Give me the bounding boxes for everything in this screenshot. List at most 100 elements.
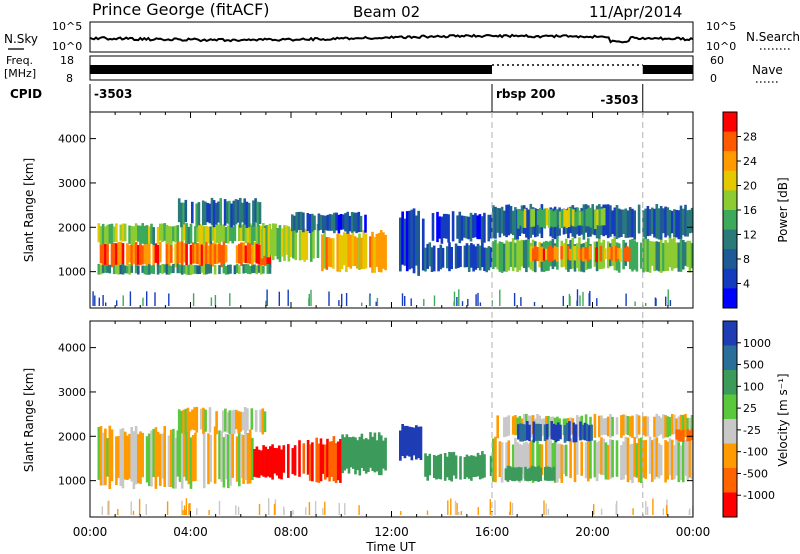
scatter-cell [210, 197, 214, 225]
scatter-cell [595, 442, 599, 482]
scatter-cell [564, 444, 568, 477]
scatter-cell [145, 265, 149, 275]
scatter-cell [126, 435, 129, 480]
scatter-cell [458, 511, 460, 515]
scatter-cell [152, 429, 155, 478]
scatter-cell [196, 265, 199, 275]
scatter-cell [463, 457, 467, 479]
scatter-cell [589, 290, 591, 306]
scatter-cell [500, 206, 504, 234]
scatter-cell [684, 413, 687, 438]
scatter-cell [587, 207, 591, 227]
scatter-cell [298, 230, 302, 261]
scatter-cell [551, 247, 555, 261]
scatter-cell [655, 241, 659, 271]
cpid-segment-label: rbsp 200 [496, 87, 555, 101]
scatter-cell [529, 440, 533, 478]
scatter-cell [123, 223, 127, 242]
scatter-cell [170, 226, 173, 245]
freq-tick-top: 18 [60, 54, 74, 67]
velocity-panel: 1000 2000 3000 4000 Slant Range [km] 1000 50… [22, 320, 790, 518]
scatter-cell [556, 443, 559, 483]
scatter-cell [679, 205, 683, 239]
scatter-cell [167, 265, 171, 275]
scatter-cell [108, 425, 112, 489]
y-tick-label: 2000 [58, 221, 86, 234]
scatter-cell [500, 242, 504, 273]
scatter-cell [662, 208, 665, 234]
scatter-cell [249, 240, 252, 264]
scatter-cell [249, 223, 252, 244]
scatter-cell [322, 507, 324, 515]
scatter-cell [635, 414, 639, 439]
scatter-cell [657, 208, 661, 240]
scatter-cell [382, 440, 385, 469]
scatter-cell [264, 446, 268, 478]
y-tick-label: 4000 [58, 133, 86, 146]
scatter-cell [566, 246, 570, 260]
scatter-cell [547, 436, 550, 479]
scatter-cell [260, 229, 264, 259]
scatter-cell [481, 242, 484, 268]
scatter-cell [185, 240, 188, 267]
colorbar-swatch [723, 419, 737, 444]
scatter-cell [207, 433, 210, 485]
scatter-cell [664, 240, 667, 271]
scatter-cell [584, 442, 588, 479]
scatter-cell [478, 455, 482, 480]
scatter-cell [517, 466, 521, 482]
scatter-cell [569, 207, 573, 226]
scatter-cell [183, 242, 186, 263]
scatter-cell [682, 437, 685, 483]
scatter-cell [145, 225, 149, 245]
colorbar-tick-label: -500 [743, 467, 768, 480]
scatter-cell [217, 201, 220, 223]
scatter-cell [472, 244, 475, 272]
scatter-cell [99, 264, 103, 275]
scatter-cell [507, 204, 511, 236]
scatter-cell [653, 208, 656, 238]
scatter-cell [362, 439, 366, 471]
scatter-cell [129, 291, 132, 306]
colorbar-swatch [723, 229, 737, 250]
scatter-cell [258, 202, 262, 224]
scatter-cell [606, 204, 610, 239]
scatter-cell [183, 223, 186, 241]
scatter-cell [470, 243, 473, 268]
scatter-cell [525, 207, 528, 238]
scatter-cell [332, 436, 336, 482]
scatter-cell [609, 439, 612, 479]
scatter-cell [184, 199, 188, 223]
scatter-cell [417, 426, 420, 459]
scatter-cell [350, 212, 354, 233]
scatter-cell [117, 241, 120, 267]
scatter-cell [547, 246, 550, 262]
scatter-cell [191, 265, 195, 275]
scatter-cell [454, 455, 458, 479]
scatter-cell [562, 243, 566, 267]
cpid-segment-label: -3503 [600, 93, 638, 107]
scatter-cell [487, 246, 491, 271]
scatter-cell [581, 424, 584, 440]
scatter-cell [176, 430, 180, 477]
scatter-cell [110, 429, 114, 482]
scatter-cell [614, 246, 618, 262]
scatter-cell [232, 200, 236, 226]
scatter-cell [664, 440, 667, 483]
scatter-cell [483, 212, 486, 243]
scatter-cell [204, 201, 207, 226]
scatter-cell [358, 436, 362, 476]
noise-right-tick-top: 10^5 [706, 20, 736, 33]
scatter-cell [101, 432, 105, 486]
scatter-cell [245, 201, 249, 228]
scatter-cell [241, 202, 244, 223]
scatter-cell [328, 441, 331, 482]
scatter-cell [446, 246, 449, 269]
scatter-cell [430, 247, 434, 272]
scatter-cell [644, 238, 647, 272]
x-tick-label: 20:00 [575, 525, 610, 539]
scatter-cell [405, 211, 409, 272]
scatter-cell [193, 407, 196, 431]
scatter-cell [664, 415, 667, 438]
scatter-cell [665, 296, 667, 306]
